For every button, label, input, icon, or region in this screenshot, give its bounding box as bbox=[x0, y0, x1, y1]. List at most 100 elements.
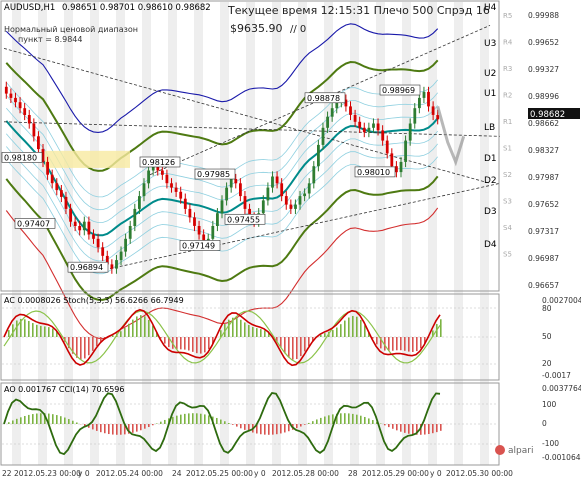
level-label: U3 bbox=[484, 39, 496, 49]
candle-body bbox=[78, 226, 82, 231]
candle-body bbox=[298, 196, 302, 205]
ao-bar bbox=[256, 424, 258, 434]
candle-body bbox=[390, 153, 394, 167]
candle-body bbox=[32, 123, 36, 137]
ac-bar bbox=[124, 327, 126, 337]
candlesticks bbox=[4, 81, 466, 274]
candle-body bbox=[156, 164, 160, 171]
ac-bar bbox=[340, 324, 342, 337]
time-tick-label: у 0 bbox=[430, 469, 442, 478]
ao-bar bbox=[36, 413, 38, 424]
ac-bar bbox=[32, 323, 34, 337]
ao-bar bbox=[388, 424, 390, 428]
ac-bar bbox=[260, 329, 262, 337]
ao-bar bbox=[120, 424, 122, 435]
ao-bar bbox=[220, 419, 222, 424]
candle-body bbox=[55, 183, 59, 191]
ac-bar bbox=[228, 319, 230, 337]
main-panel-frame bbox=[0, 0, 500, 292]
ac-bar bbox=[332, 330, 334, 337]
level-tick-label: S2 bbox=[503, 171, 512, 179]
ao-bar bbox=[128, 424, 130, 434]
ao-bar bbox=[216, 417, 218, 424]
ao-bar bbox=[288, 424, 290, 432]
trend-line bbox=[109, 182, 501, 270]
oscillator1-frame bbox=[0, 293, 500, 381]
oscillator2-axis: 0.00377645 100 0 -100 -0.0010645 bbox=[542, 384, 581, 462]
ao-bar bbox=[248, 424, 250, 432]
ao-bar bbox=[412, 424, 414, 435]
lower-green-band bbox=[5, 175, 439, 301]
candle-body bbox=[128, 226, 132, 239]
candle-body bbox=[9, 93, 13, 98]
ao-bar bbox=[156, 423, 158, 424]
time-tick-label: у 0 bbox=[78, 469, 90, 478]
legend-line1: Нормальный ценовой диапазон bbox=[4, 25, 138, 34]
alpari-logo: alpari bbox=[495, 445, 533, 456]
ao-bar bbox=[332, 414, 334, 424]
ac-bar bbox=[48, 327, 50, 337]
ac-bar bbox=[412, 337, 414, 352]
candle-body bbox=[138, 196, 141, 209]
candle-body bbox=[41, 149, 45, 162]
price-callouts: 0.98180 0.98126 0.97985 0.97407 0.97149 0.968… bbox=[1, 84, 421, 273]
ac-bar bbox=[408, 337, 410, 352]
candle-body bbox=[60, 190, 63, 197]
oscillator2-tick: 100 bbox=[542, 400, 557, 409]
candle-body bbox=[73, 221, 77, 226]
price-callout-label: 0.98180 bbox=[4, 153, 37, 162]
candle-body bbox=[294, 204, 297, 209]
stripe bbox=[428, 2, 437, 465]
ac-bar bbox=[364, 325, 366, 337]
candle-body bbox=[216, 213, 219, 226]
ac-bar bbox=[384, 337, 386, 351]
candle-body bbox=[372, 123, 375, 128]
oscillator1-tick: 20 bbox=[542, 359, 552, 368]
ac-bar bbox=[84, 337, 86, 359]
candle-body bbox=[307, 183, 311, 194]
ac-bar bbox=[136, 316, 138, 337]
oscillator1-tick: 80 bbox=[542, 304, 552, 313]
ao-bar bbox=[236, 424, 238, 427]
ac-bar bbox=[388, 337, 390, 352]
level-label: U2 bbox=[484, 69, 496, 79]
price-callout-box bbox=[224, 213, 266, 225]
candle-body bbox=[284, 196, 288, 205]
price-callout-box bbox=[304, 92, 346, 104]
candle-body bbox=[275, 176, 279, 184]
ao-bar bbox=[396, 424, 398, 431]
level-label: LB bbox=[484, 123, 495, 133]
ao-bar bbox=[140, 424, 142, 431]
ao-bar bbox=[308, 422, 310, 424]
ac-bar bbox=[100, 337, 102, 342]
ac-bar bbox=[80, 337, 82, 360]
ao-bar bbox=[44, 413, 46, 424]
ac-bar bbox=[372, 337, 374, 339]
ao-bar bbox=[428, 424, 430, 434]
price-tick-label: 0.99327 bbox=[528, 65, 559, 74]
ac-bar bbox=[40, 325, 42, 337]
inner-band bbox=[5, 143, 439, 262]
ac-bar bbox=[416, 337, 418, 352]
oscillator2-tick: 0.00377645 bbox=[542, 384, 581, 393]
current-price-label: 0.98682 bbox=[530, 110, 565, 120]
time-tick-label: 28 bbox=[348, 469, 358, 478]
ao-bar bbox=[264, 424, 266, 435]
candle-body bbox=[179, 191, 183, 199]
ac-bar bbox=[440, 319, 442, 337]
candle-body bbox=[271, 176, 274, 188]
price-tick-label: 0.98996 bbox=[528, 92, 559, 101]
level-label: D3 bbox=[484, 207, 497, 217]
ao-bar bbox=[224, 421, 226, 424]
level-label: U4 bbox=[484, 3, 497, 13]
ac-bar bbox=[360, 319, 362, 337]
candle-body bbox=[193, 217, 196, 226]
ac-bar bbox=[392, 337, 394, 351]
candle-body bbox=[335, 102, 339, 109]
candle-body bbox=[110, 264, 114, 269]
candle-body bbox=[289, 204, 293, 209]
ao-bar bbox=[116, 424, 118, 435]
ac-bar bbox=[120, 331, 122, 337]
ao-bar bbox=[48, 413, 50, 424]
